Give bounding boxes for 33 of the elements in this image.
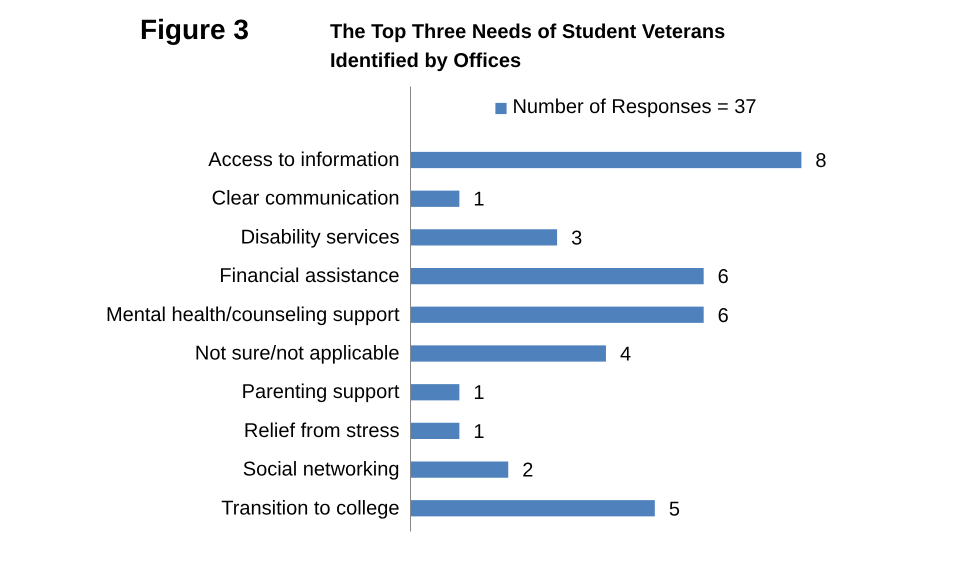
y-tick-label: Social networking (242, 458, 400, 481)
data-label: 1 (473, 382, 484, 404)
y-tick-label: Not sure/not applicable (194, 342, 400, 364)
data-label: 6 (718, 304, 729, 327)
bar (410, 152, 802, 168)
chart-title: Figure 3 (140, 13, 249, 47)
y-tick-label: Transition to college (221, 497, 400, 520)
data-label: 8 (815, 150, 827, 172)
data-label: 1 (473, 420, 484, 443)
bar (410, 500, 655, 516)
bar (410, 229, 558, 246)
y-tick-label: Mental health/counseling support (106, 304, 400, 326)
legend-label: Number of Responses = 37 (512, 96, 757, 119)
bar (410, 384, 460, 400)
bar (410, 190, 460, 207)
y-tick-label: Parenting support (242, 381, 400, 404)
bar (410, 345, 606, 362)
data-label: 2 (522, 460, 534, 482)
y-tick-label: Relief from stress (244, 420, 400, 442)
y-tick-label: Clear communication (212, 188, 400, 210)
y-tick-label: Disability services (240, 226, 400, 248)
chart-subtitle: The Top Three Needs of Student Veterans Identified by Offices (330, 20, 726, 74)
bar (410, 422, 460, 440)
y-tick-label: Financial assistance (219, 265, 400, 288)
data-label: 1 (473, 188, 484, 211)
bar (410, 268, 704, 284)
data-label: 4 (620, 344, 632, 366)
bar (410, 461, 508, 478)
data-label: 5 (668, 498, 680, 520)
data-label: 6 (718, 266, 729, 288)
y-tick-label: Access to information (208, 149, 400, 172)
bar (410, 306, 704, 323)
data-label: 3 (571, 227, 582, 250)
